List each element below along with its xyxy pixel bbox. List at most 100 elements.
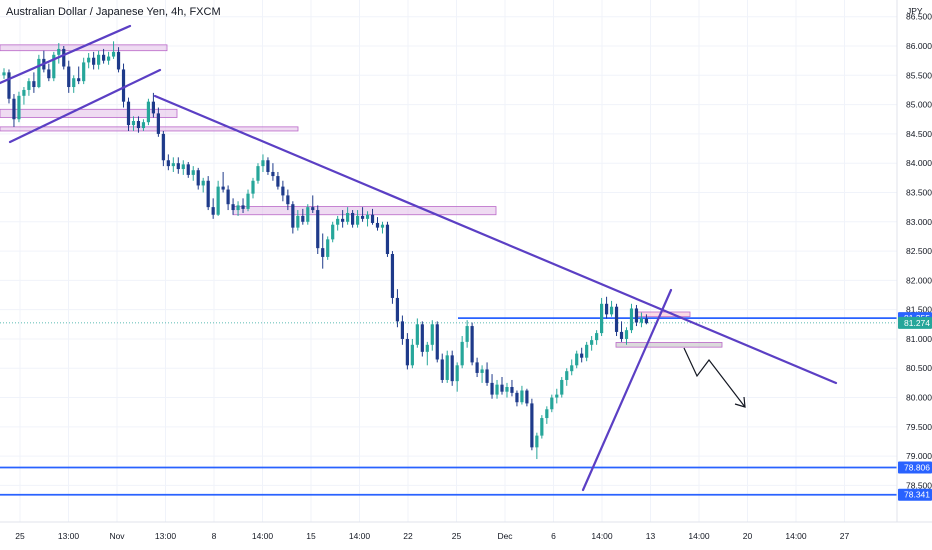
price-tick-label: 82.500	[906, 246, 932, 256]
candle-body	[256, 166, 260, 181]
candle-body	[470, 326, 474, 363]
zone-5	[615, 342, 723, 348]
price-tag-label: 78.806	[904, 462, 930, 472]
candle-body	[191, 170, 195, 175]
candle-body	[490, 382, 494, 395]
candle-body	[440, 359, 444, 380]
price-tag	[898, 488, 932, 501]
price-tick-label: 83.500	[906, 187, 932, 197]
candle-body	[385, 224, 390, 254]
candle-body	[530, 403, 534, 448]
candle-body	[515, 392, 519, 403]
candle-body	[286, 195, 290, 205]
price-tick-label: 79.500	[906, 422, 932, 432]
candle-body	[166, 160, 170, 167]
candle-body	[131, 121, 136, 126]
candle-body	[600, 303, 604, 334]
projection-line	[683, 347, 746, 408]
candle-body	[351, 212, 355, 225]
candle-body	[355, 215, 360, 225]
candle-body	[196, 170, 200, 186]
candle-body	[7, 72, 11, 99]
price-tick-label: 86.500	[906, 12, 932, 22]
candle-body	[47, 69, 51, 79]
price-axis[interactable]: 86.500 86.000 85.500 85.000 84.500 84.000 83.5…	[906, 12, 932, 491]
time-tick-label: 14:00	[252, 531, 274, 541]
candle-body	[37, 58, 41, 88]
candle-body	[510, 386, 514, 393]
time-tick-label: 20	[743, 531, 753, 541]
candle-body	[360, 215, 365, 219]
price-tick-label: 83.000	[906, 217, 932, 227]
candle-body	[619, 331, 624, 339]
candle-body	[321, 248, 325, 257]
candle-body	[395, 297, 400, 322]
zone-2	[0, 126, 299, 132]
candle-body	[634, 308, 639, 323]
candle-body	[375, 222, 380, 228]
candle-body	[545, 409, 549, 419]
candle-body	[435, 324, 439, 360]
time-tick-label: 13	[646, 531, 656, 541]
candle-body	[590, 340, 594, 345]
time-tick-label: 8	[212, 531, 217, 541]
zone-1	[0, 108, 178, 118]
candle-body	[216, 186, 220, 215]
time-tick-label: 14:00	[688, 531, 710, 541]
candle-body	[455, 365, 459, 382]
time-tick-label: 14:00	[591, 531, 613, 541]
candle-body	[341, 218, 345, 222]
candle-body	[102, 54, 106, 61]
time-tick-label: 6	[551, 531, 556, 541]
candle-body	[500, 384, 504, 392]
candle-body	[311, 207, 315, 211]
candle-body	[121, 69, 126, 102]
candle-body	[445, 355, 449, 380]
price-tick-label: 84.500	[906, 129, 932, 139]
price-tick-label: 80.000	[906, 393, 932, 403]
candle-body	[520, 390, 524, 403]
time-tick-label: 15	[306, 531, 316, 541]
price-tick-label: 82.000	[906, 275, 932, 285]
candles	[2, 41, 649, 460]
candle-body	[241, 205, 245, 209]
candle-body	[171, 163, 175, 167]
candle-body	[465, 326, 469, 342]
candle-body	[609, 306, 614, 315]
price-tick-label: 85.000	[906, 100, 932, 110]
candle-body	[87, 57, 91, 63]
time-tick-label: Nov	[109, 531, 125, 541]
candle-body	[475, 362, 479, 373]
horizontal-levels	[0, 317, 897, 496]
time-axis[interactable]: 25 13:00 Nov 13:00 8 14:00 15 14:00 22 25 Dec 6 14:0…	[15, 531, 849, 541]
candle-body	[67, 66, 71, 88]
candle-body	[430, 324, 434, 345]
trendline-channel-lower	[8, 68, 162, 144]
candle-body	[181, 164, 185, 170]
candle-body	[106, 56, 111, 61]
candle-body	[126, 101, 131, 126]
candle-body	[231, 204, 235, 211]
zone-4	[636, 311, 691, 318]
candle-body	[480, 369, 484, 373]
price-tick-label: 79.000	[906, 451, 932, 461]
candle-body	[211, 207, 215, 215]
candle-body	[17, 95, 21, 120]
candle-body	[585, 344, 589, 358]
candle-body	[186, 164, 190, 175]
candle-body	[176, 163, 180, 170]
price-tick-label: 86.000	[906, 41, 932, 51]
trendlines	[0, 24, 838, 492]
price-tick-label: 78.500	[906, 480, 932, 490]
candle-body	[644, 318, 649, 324]
candle-body	[276, 176, 280, 187]
candle-body	[540, 418, 544, 436]
candle-body	[614, 306, 619, 332]
candle-body	[550, 397, 554, 410]
candle-body	[555, 394, 559, 398]
candle-body	[604, 303, 609, 315]
candle-body	[570, 365, 574, 372]
candle-body	[400, 321, 404, 339]
